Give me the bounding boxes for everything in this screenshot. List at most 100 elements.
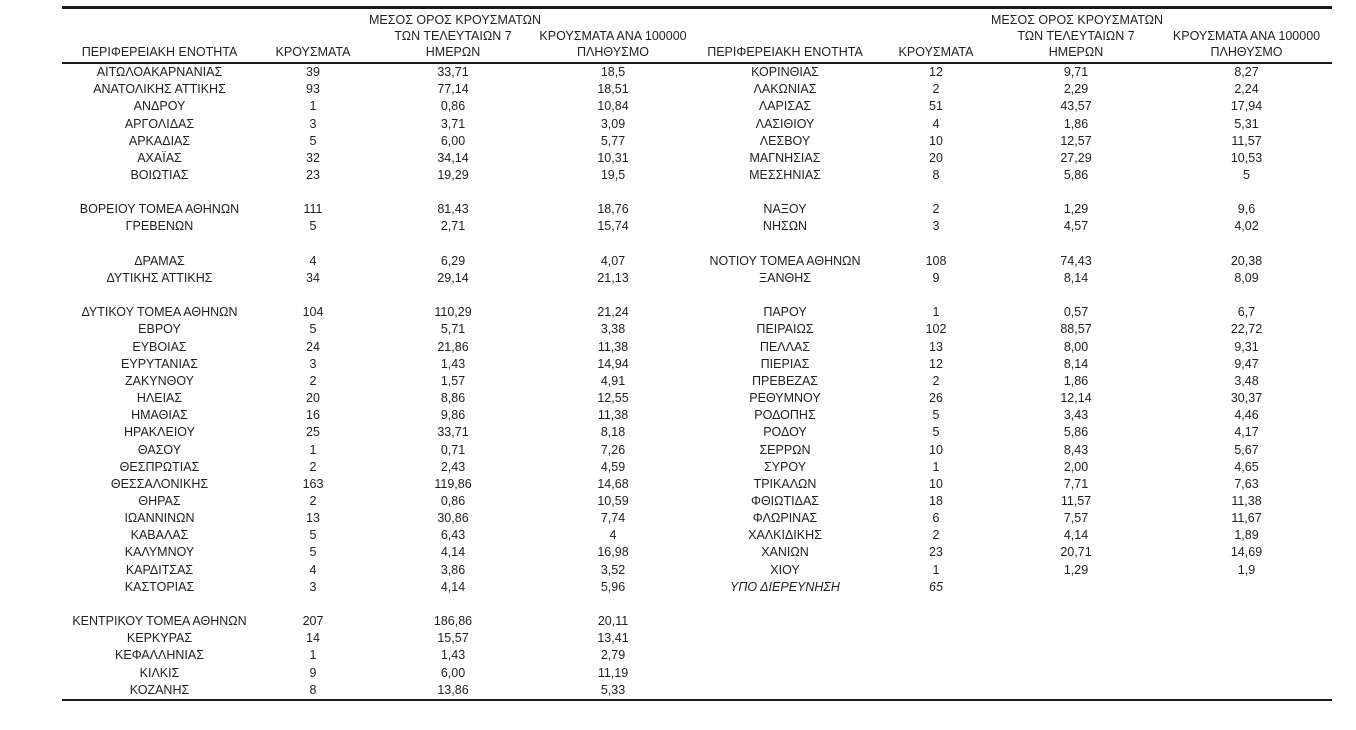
region-cell: ΧΑΝΙΩΝ: [761, 545, 809, 560]
region-cell: [689, 613, 881, 630]
region-cell: [689, 184, 881, 201]
per100k-cell: 16,98: [597, 545, 629, 560]
region-cell: ΝΟΤΙΟΥ ΤΟΜΕΑ ΑΘΗΝΩΝ: [709, 253, 861, 268]
region-cell: [689, 682, 881, 700]
cases-cell: 1: [932, 562, 940, 577]
table-row: ΙΩΑΝΝΙΝΩΝ 13 30,86 7,74 ΦΛΩΡΙΝΑΣ 6 7,57 11,67: [62, 510, 1332, 527]
per100k-cell: 8,09: [1234, 270, 1259, 285]
avg7-cell: 12,57: [1060, 133, 1092, 148]
avg7-cell: 2,71: [440, 219, 466, 234]
cases-cell: 51: [929, 99, 943, 114]
per100k-cell: 11,38: [597, 339, 629, 354]
col-header-label-line: ΠΛΗΘΥΣΜΟ: [1210, 45, 1283, 59]
region-cell: ΚΑΡΔΙΤΣΑΣ: [125, 562, 194, 577]
region-cell: [689, 596, 881, 613]
cases-cell: 20: [306, 391, 320, 406]
cases-cell: 32: [306, 150, 320, 165]
table-row: ΘΕΣΣΑΛΟΝΙΚΗΣ 163 119,86 14,68 ΤΡΙΚΑΛΩΝ 10 7,71…: [62, 476, 1332, 493]
region-cell: ΜΕΣΣΗΝΙΑΣ: [749, 168, 821, 183]
avg7-cell: 5,86: [1063, 168, 1089, 183]
avg7-cell: 2,29: [1063, 82, 1089, 97]
region-cell: ΕΥΡΥΤΑΝΙΑΣ: [121, 356, 198, 371]
per100k-cell: 5,33: [600, 682, 626, 697]
cases-cell: 108: [925, 253, 947, 268]
region-cell: ΒΟΙΩΤΙΑΣ: [130, 168, 189, 183]
table-row: ΗΡΑΚΛΕΙΟΥ 25 33,71 8,18 ΡΟΔΟΥ 5 5,86 4,17: [62, 424, 1332, 441]
table-row: ΕΥΡΥΤΑΝΙΑΣ 3 1,43 14,94 ΠΙΕΡΙΑΣ 12 8,14 9,47: [62, 356, 1332, 373]
avg7-cell: [991, 664, 1161, 681]
table-row: ΚΟΖΑΝΗΣ 8 13,86 5,33: [62, 682, 1332, 700]
cases-cell: [881, 184, 991, 201]
cases-cell: 5: [309, 219, 317, 234]
avg7-cell: 0,86: [440, 99, 466, 114]
per100k-cell: 7,26: [600, 442, 626, 457]
region-cell: ΣΥΡΟΥ: [763, 459, 807, 474]
per100k-cell: 30,37: [1230, 391, 1263, 406]
per100k-cell: 9,47: [1234, 356, 1259, 371]
col-header-label-line: ΠΛΗΘΥΣΜΟ: [577, 45, 649, 59]
region-cell: [62, 236, 257, 253]
region-cell: ΑΡΓΟΛΙΔΑΣ: [124, 116, 195, 131]
per100k-cell: 4,65: [1234, 459, 1259, 474]
per100k-cell: 3,52: [600, 562, 626, 577]
region-cell: [62, 287, 257, 304]
region-cell: ΑΙΤΩΛΟΑΚΑΡΝΑΝΙΑΣ: [96, 65, 223, 80]
cases-cell: 2: [932, 528, 940, 543]
per100k-cell: 4,46: [1234, 408, 1259, 423]
avg7-cell: 20,71: [1060, 545, 1092, 560]
avg7-cell: 4,14: [440, 579, 466, 594]
avg7-cell: [991, 647, 1161, 664]
avg7-cell: [991, 287, 1161, 304]
per100k-cell: 10,84: [597, 99, 629, 114]
per100k-cell: 21,13: [597, 270, 629, 285]
col-header-avg7-left: ΜΕΣΟΣ ΟΡΟΣ ΚΡΟΥΣΜΑΤΩΝ ΤΩΝ ΤΕΛΕΥΤΑΙΩΝ 7 Η…: [369, 7, 541, 64]
per100k-cell: 11,19: [597, 665, 629, 680]
per100k-cell: [1161, 664, 1332, 681]
per100k-cell: 10,53: [1230, 150, 1263, 165]
avg7-cell: 29,14: [437, 270, 469, 285]
region-cell: ΑΝΔΡΟΥ: [133, 99, 186, 114]
avg7-cell: [369, 236, 537, 253]
cases-cell: 5: [932, 408, 940, 423]
avg7-cell: 9,71: [1063, 65, 1089, 80]
avg7-cell: 43,57: [1060, 99, 1092, 114]
per100k-cell: 17,94: [1230, 99, 1263, 114]
avg7-cell: 9,86: [440, 408, 466, 423]
cases-cell: 3: [309, 356, 317, 371]
table-row: ΑΡΓΟΛΙΔΑΣ 3 3,71 3,09 ΛΑΣΙΘΙΟΥ 4 1,86 5,31: [62, 115, 1332, 132]
table-row: ΚΕΝΤΡΙΚΟΥ ΤΟΜΕΑ ΑΘΗΝΩΝ 207 186,86 20,11: [62, 613, 1332, 630]
per100k-cell: 5: [1243, 168, 1250, 183]
region-cell: ΠΕΛΛΑΣ: [759, 339, 811, 354]
avg7-cell: 15,57: [437, 631, 469, 646]
region-cell: [689, 630, 881, 647]
region-cell: ΙΩΑΝΝΙΝΩΝ: [124, 511, 195, 526]
table-row: ΓΡΕΒΕΝΩΝ 5 2,71 15,74 ΝΗΣΩΝ 3 4,57 4,02: [62, 218, 1332, 235]
avg7-cell: 3,86: [440, 562, 466, 577]
per100k-cell: 18,5: [600, 65, 626, 80]
avg7-cell: 119,86: [434, 476, 472, 491]
per100k-cell: 5,67: [1234, 442, 1259, 457]
table-row: ΑΡΚΑΔΙΑΣ 5 6,00 5,77 ΛΕΣΒΟΥ 10 12,57 11,57: [62, 133, 1332, 150]
table-row: ΕΥΒΟΙΑΣ 24 21,86 11,38 ΠΕΛΛΑΣ 13 8,00 9,31: [62, 339, 1332, 356]
per100k-cell: 4,91: [600, 373, 626, 388]
avg7-cell: [369, 287, 537, 304]
cases-cell: 12: [929, 356, 943, 371]
per100k-cell: 5,77: [600, 133, 626, 148]
cases-cell: 3: [309, 116, 317, 131]
cases-cell: 3: [309, 579, 317, 594]
region-cell: ΚΟΡΙΝΘΙΑΣ: [751, 65, 819, 80]
cases-cell: 34: [306, 270, 320, 285]
cases-cell: 4: [309, 253, 317, 268]
region-cell: ΤΡΙΚΑΛΩΝ: [753, 476, 817, 491]
avg7-cell: 7,57: [1063, 511, 1089, 526]
region-cell: ΜΑΓΝΗΣΙΑΣ: [749, 150, 821, 165]
per100k-cell: 10,59: [597, 493, 629, 508]
avg7-cell: 8,00: [1063, 339, 1089, 354]
cases-cell: [881, 596, 991, 613]
cases-cell: 10: [929, 442, 943, 457]
region-cell: ΔΡΑΜΑΣ: [134, 253, 185, 268]
avg7-cell: [369, 596, 537, 613]
per100k-cell: 11,38: [597, 408, 629, 423]
region-cell: ΑΝΑΤΟΛΙΚΗΣ ΑΤΤΙΚΗΣ: [93, 82, 226, 97]
cases-cell: 1: [932, 305, 940, 320]
